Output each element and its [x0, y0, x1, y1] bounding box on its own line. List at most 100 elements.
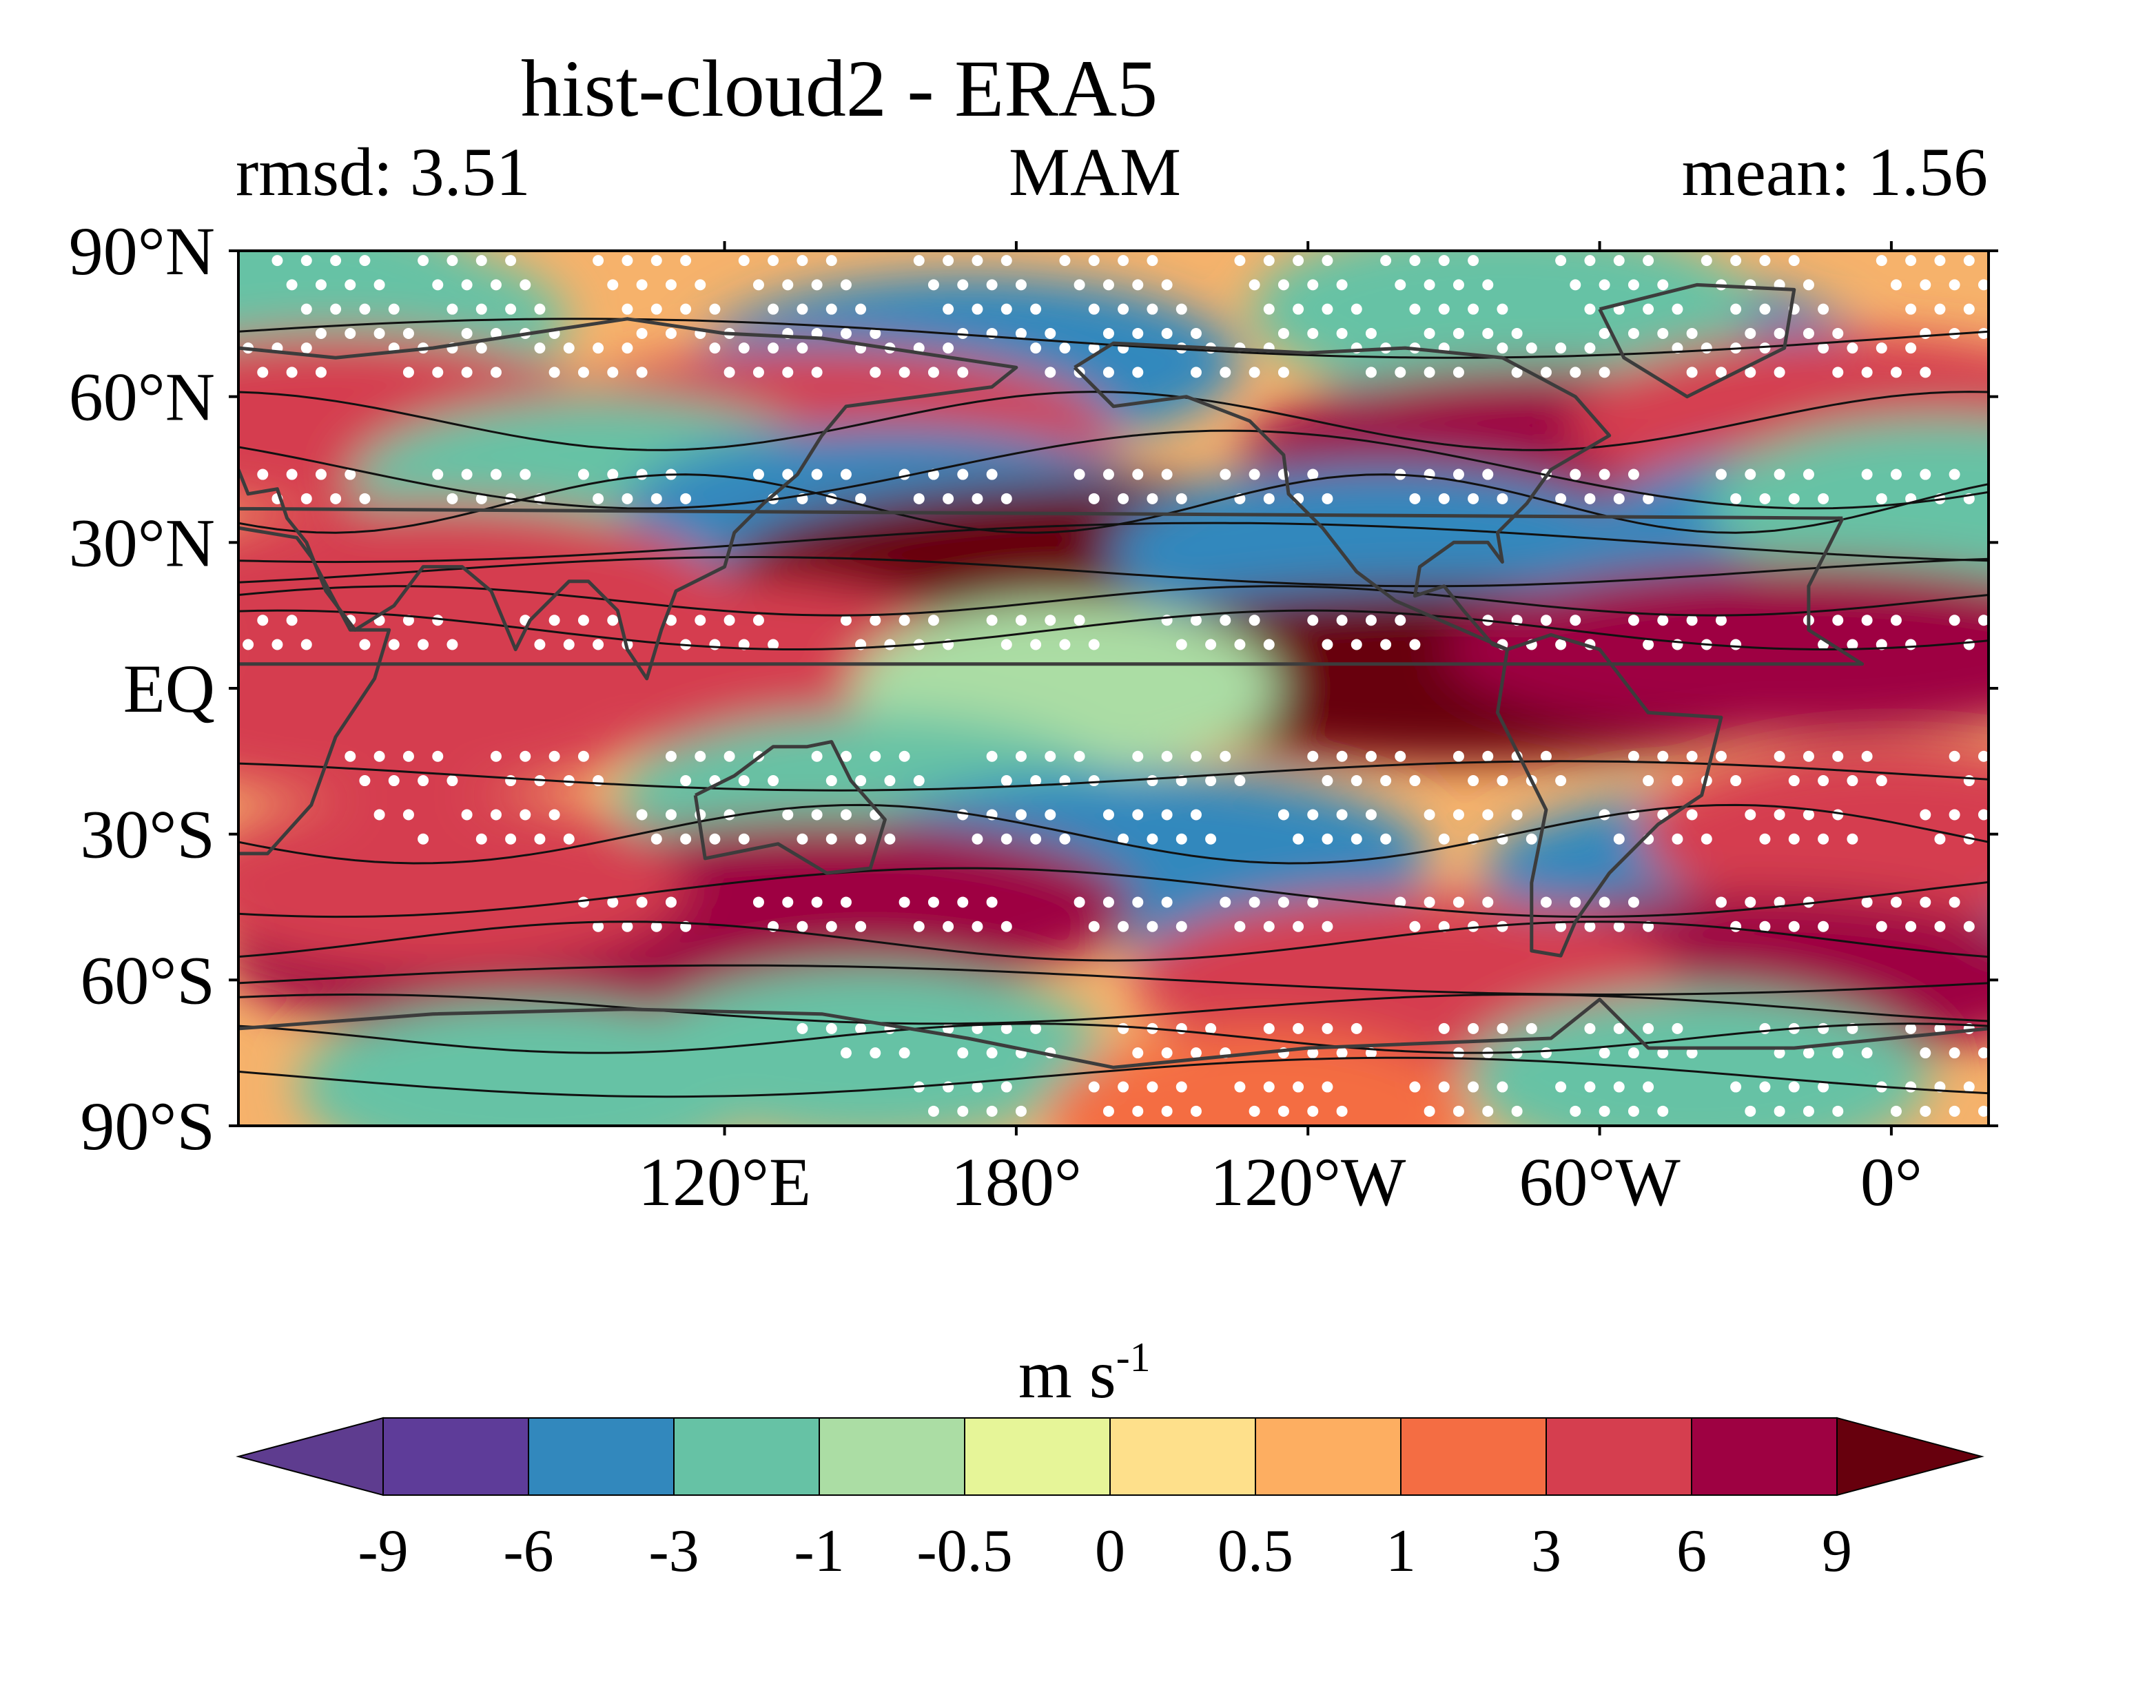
stipple-dot-325	[1118, 493, 1129, 504]
stipple-dot-766	[1161, 1105, 1173, 1117]
stipple-dot-705	[957, 1047, 969, 1059]
stipple-dot-23	[1147, 255, 1158, 267]
stipple-dot-601	[636, 896, 648, 908]
stipple-dot-653	[1293, 920, 1304, 932]
colorbar-tick-label: -3	[648, 1518, 699, 1585]
stipple-dot-486	[680, 775, 692, 787]
stipple-dot-356	[577, 615, 589, 626]
stipple-dot-462	[1365, 750, 1377, 762]
stipple-dot-700	[1934, 1022, 1946, 1034]
x-tick-label: 120°E	[638, 1144, 811, 1220]
stipple-dot-435	[1963, 639, 1975, 650]
colorbar-over-arrow	[1836, 1417, 1984, 1496]
stipple-dot-340	[1730, 493, 1742, 504]
stipple-dot-573	[972, 833, 983, 845]
stipple-dot-603	[752, 896, 764, 908]
stipple-dot-747	[1497, 1081, 1508, 1093]
stipple-dot-332	[1409, 493, 1421, 504]
stipple-dot-319	[855, 493, 867, 504]
stipple-dot-158	[1365, 327, 1377, 339]
stipple-dot-504	[1380, 775, 1392, 787]
colorbar-segment-1	[528, 1417, 675, 1496]
stipple-dot-419	[1322, 639, 1333, 650]
stipple-dot-305	[300, 493, 312, 504]
stipple-dot-470	[1686, 750, 1698, 762]
stipple-dot-741	[1263, 1081, 1275, 1093]
stipple-dot-709	[1132, 1047, 1144, 1059]
stipple-dot-453	[1015, 750, 1027, 762]
stipple-dot-215	[1876, 342, 1887, 354]
stipple-dot-775	[1511, 1105, 1523, 1117]
stipple-dot-745	[1438, 1081, 1450, 1093]
stipple-dot-168	[1774, 327, 1785, 339]
stipple-dot-210	[1701, 342, 1712, 354]
stipple-dot-240	[1190, 367, 1202, 378]
stipple-dot-146	[870, 327, 881, 339]
stipple-dot-67	[1161, 279, 1173, 291]
stipple-dot-297	[1745, 469, 1756, 480]
stipple-dot-169	[1803, 327, 1814, 339]
stipple-dot-374	[1307, 615, 1319, 626]
stipple-dot-655	[1409, 920, 1421, 932]
stipple-dot-651	[1234, 920, 1246, 932]
stipple-dot-738	[1147, 1081, 1158, 1093]
stipple-dot-631	[1861, 896, 1873, 908]
stipple-dot-665	[1788, 920, 1800, 932]
stipple-dot-763	[1015, 1105, 1027, 1117]
stipple-dot-71	[1336, 279, 1348, 291]
stipple-dot-69	[1277, 279, 1289, 291]
stipple-dot-213	[1818, 342, 1829, 354]
stipple-dot-322	[972, 493, 983, 504]
stipple-dot-85	[1920, 279, 1931, 291]
stipple-dot-752	[1730, 1081, 1742, 1093]
anomaly-blob-14	[1706, 415, 1989, 591]
stipple-dot-290	[1452, 469, 1464, 480]
stipple-dot-212	[1759, 342, 1771, 354]
contour-line-10	[238, 867, 1989, 918]
stipple-dot-253	[1715, 367, 1727, 378]
anomaly-blob-32	[296, 999, 763, 1126]
stipple-dot-293	[1570, 469, 1581, 480]
stipple-dot-618	[1307, 896, 1319, 908]
stipple-dot-273	[782, 469, 794, 480]
stipple-dot-35	[1643, 255, 1654, 267]
stipple-dot-154	[1190, 327, 1202, 339]
stipple-dot-397	[418, 639, 429, 650]
stipple-dot-314	[650, 493, 662, 504]
stipple-dot-520	[402, 809, 414, 821]
stipple-dot-658	[1497, 920, 1508, 932]
stipple-dot-723	[1657, 1047, 1669, 1059]
stipple-dot-480	[418, 775, 429, 787]
stipple-dot-474	[1832, 750, 1844, 762]
stipple-dot-541	[1277, 809, 1289, 821]
stipple-dot-727	[1832, 1047, 1844, 1059]
stipple-dot-368	[1045, 615, 1056, 626]
stipple-dot-555	[1803, 809, 1814, 821]
stipple-dot-391	[1978, 615, 1989, 626]
stipple-dot-657	[1468, 920, 1479, 932]
stipple-dot-227	[636, 367, 648, 378]
stipple-dot-112	[1263, 303, 1275, 315]
colorbar: -9 -6 -3 -1 -0.5 0 0.5 1 3 6 9	[236, 1417, 1984, 1585]
stipple-dot-600	[607, 896, 619, 908]
stipple-dot-581	[1293, 833, 1304, 845]
stipple-dot-145	[840, 327, 852, 339]
stipple-dot-21	[1088, 255, 1100, 267]
stipple-dot-262	[315, 469, 327, 480]
stipple-dot-66	[1132, 279, 1144, 291]
stipple-dot-90	[359, 303, 371, 315]
stipple-dot-677	[1000, 1022, 1012, 1034]
stipple-dot-724	[1686, 1047, 1698, 1059]
stipple-dot-151	[1102, 327, 1114, 339]
contour-line-15	[238, 1056, 1989, 1098]
season-label: MAM	[1009, 134, 1182, 210]
stipple-dot-495	[1030, 775, 1042, 787]
stipple-dot-3	[359, 255, 371, 267]
stipple-dot-342	[1788, 493, 1800, 504]
stipple-dot-608	[927, 896, 939, 908]
stipple-dot-77	[1599, 279, 1610, 291]
colorbar-tick-label: 3	[1531, 1518, 1561, 1585]
stipple-dot-364	[899, 615, 910, 626]
stipple-dot-375	[1336, 615, 1348, 626]
stipple-dot-33	[1584, 255, 1596, 267]
